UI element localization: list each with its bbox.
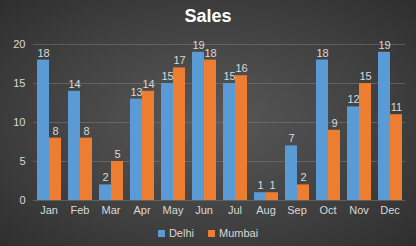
svg-text:13: 13 (130, 86, 142, 98)
svg-text:1: 1 (269, 179, 275, 191)
svg-text:14: 14 (142, 78, 154, 90)
svg-text:Jan: Jan (40, 204, 58, 216)
svg-text:2: 2 (300, 171, 306, 183)
svg-text:Aug: Aug (256, 204, 276, 216)
svg-text:10: 10 (13, 116, 25, 128)
svg-text:Apr: Apr (133, 204, 150, 216)
svg-text:9: 9 (331, 117, 337, 129)
svg-text:May: May (163, 204, 184, 216)
svg-text:Sep: Sep (287, 204, 307, 216)
svg-text:0: 0 (19, 194, 25, 206)
html-text:Mumbai: Mumbai (219, 227, 259, 239)
svg-text:19: 19 (192, 39, 204, 51)
svg-text:15: 15 (13, 77, 25, 89)
svg-text:1: 1 (257, 179, 263, 191)
svg-text:18: 18 (316, 47, 328, 59)
svg-text:Mar: Mar (102, 204, 121, 216)
svg-text:2: 2 (102, 171, 108, 183)
svg-text:Jul: Jul (228, 204, 242, 216)
svg-text:15: 15 (359, 70, 371, 82)
html-text:Sales: Sales (184, 6, 232, 26)
svg-text:18: 18 (204, 47, 216, 59)
svg-text:Nov: Nov (349, 204, 369, 216)
svg-text:5: 5 (19, 155, 25, 167)
svg-text:5: 5 (114, 148, 120, 160)
svg-text:12: 12 (347, 93, 359, 105)
svg-text:Oct: Oct (319, 204, 336, 216)
svg-text:7: 7 (288, 132, 294, 144)
svg-text:11: 11 (391, 101, 402, 113)
svg-text:14: 14 (68, 78, 80, 90)
svg-text:18: 18 (37, 47, 49, 59)
svg-text:17: 17 (173, 54, 185, 66)
svg-text:Jun: Jun (195, 204, 213, 216)
svg-text:Dec: Dec (380, 204, 400, 216)
svg-text:15: 15 (223, 70, 235, 82)
svg-text:20: 20 (13, 38, 25, 50)
svg-text:16: 16 (235, 62, 247, 74)
svg-text:15: 15 (161, 70, 173, 82)
svg-text:8: 8 (52, 125, 58, 137)
svg-text:19: 19 (378, 39, 390, 51)
svg-text:8: 8 (83, 125, 89, 137)
html-text:Delhi: Delhi (168, 227, 194, 239)
svg-text:Feb: Feb (71, 204, 90, 216)
